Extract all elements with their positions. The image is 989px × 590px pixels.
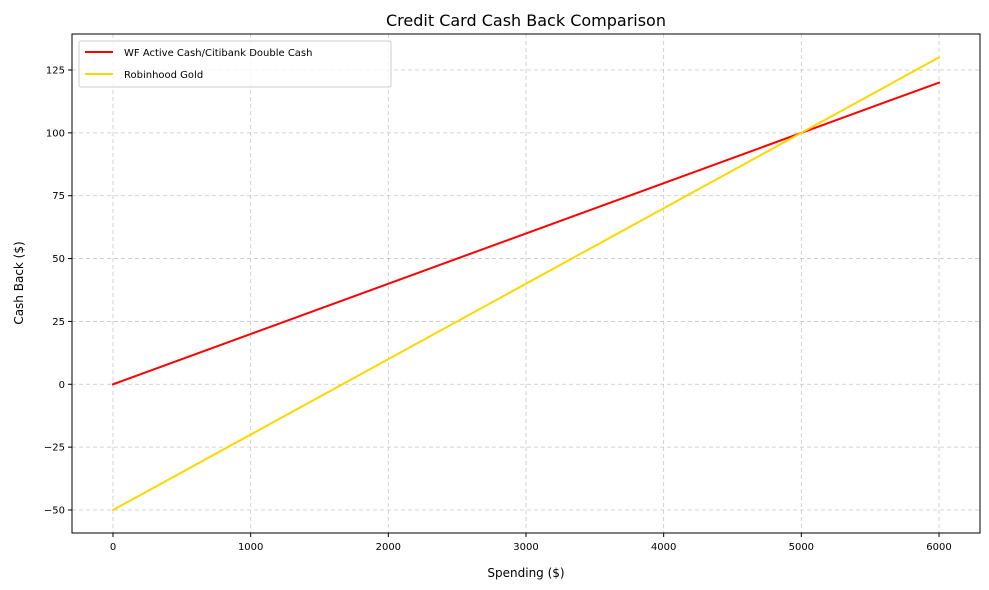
y-tick-label: 100 [46, 128, 65, 139]
x-tick-label: 1000 [238, 542, 263, 553]
y-tick-label: 75 [52, 191, 65, 202]
y-axis-ticks: −50 −25 0 25 50 75 100 125 [44, 66, 72, 517]
legend-label-wf-citi: WF Active Cash/Citibank Double Cash [124, 48, 312, 59]
legend-frame [78, 40, 392, 88]
x-axis-label: Spending ($) [487, 566, 564, 580]
y-axis-label: Cash Back ($) [12, 241, 26, 324]
legend: WF Active Cash/Citibank Double Cash Robi… [78, 40, 392, 88]
x-tick-label: 2000 [376, 542, 401, 553]
y-tick-label: −50 [44, 506, 65, 517]
y-tick-label: 25 [52, 317, 65, 328]
x-tick-label: 6000 [926, 542, 951, 553]
series-lines [111, 56, 941, 512]
x-tick-label: 4000 [651, 542, 676, 553]
y-tick-label: 0 [59, 380, 65, 391]
x-tick-label: 3000 [513, 542, 538, 553]
x-tick-label: 0 [110, 542, 116, 553]
series-line-robinhood [111, 56, 941, 512]
legend-label-robinhood: Robinhood Gold [124, 70, 203, 81]
chart-title: Credit Card Cash Back Comparison [386, 11, 666, 30]
grid-lines [72, 34, 980, 533]
x-axis-ticks: 0 1000 2000 3000 4000 5000 6000 [110, 533, 952, 553]
y-tick-label: 50 [52, 254, 65, 265]
x-tick-label: 5000 [789, 542, 814, 553]
y-tick-label: 125 [46, 66, 65, 77]
y-tick-label: −25 [44, 443, 65, 454]
